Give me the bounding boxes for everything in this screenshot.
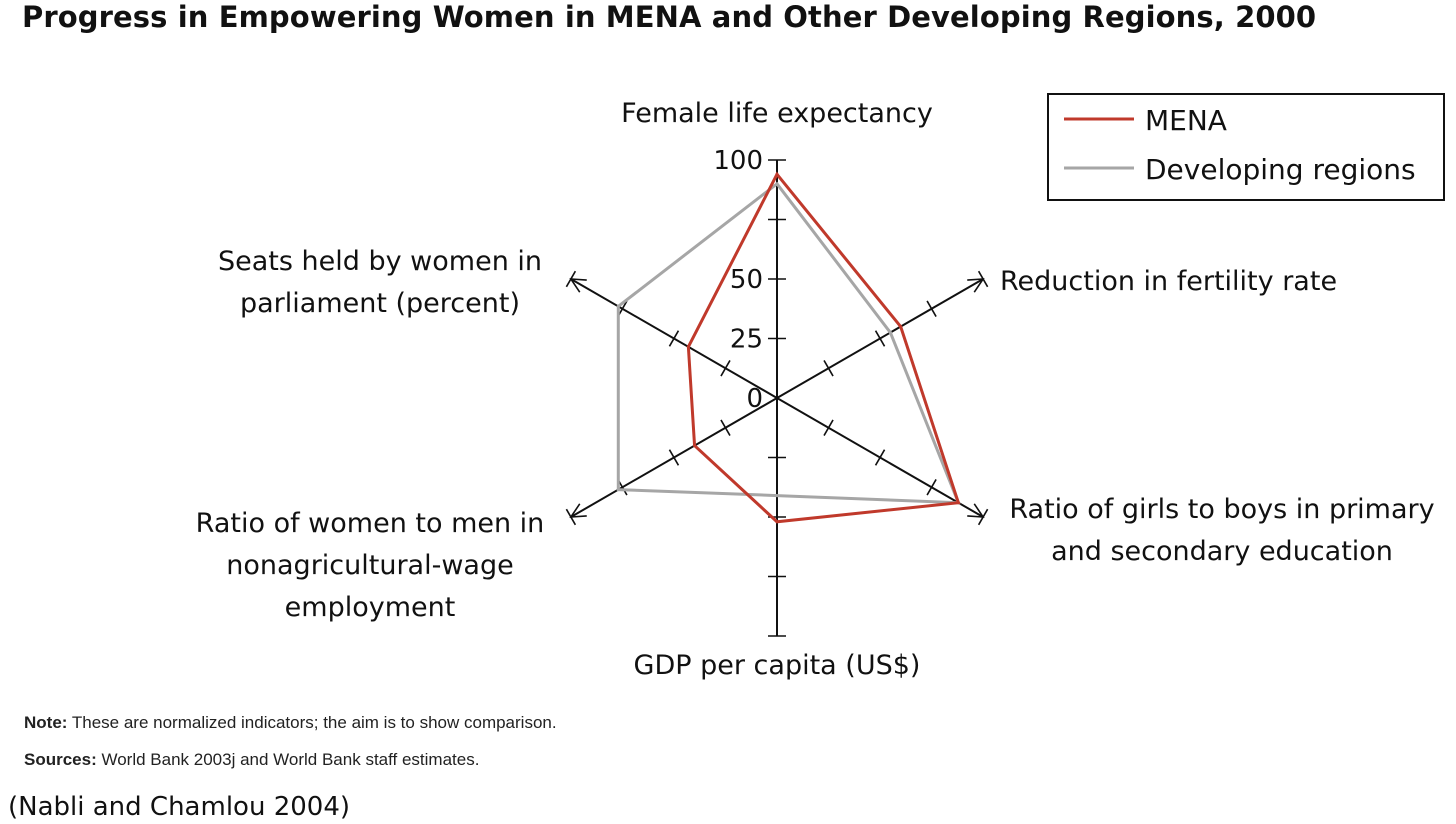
axes-layer bbox=[565, 159, 989, 637]
note-label: Note: bbox=[24, 713, 68, 732]
axis-end-mark bbox=[569, 278, 587, 293]
axis-tick bbox=[926, 300, 937, 317]
tick-label: 100 bbox=[713, 146, 763, 176]
data-point-mena-reduction-in-fertility-rate bbox=[899, 325, 903, 329]
data-point-developing-regions-female-life-expectancy bbox=[775, 182, 779, 186]
axis-label-gdp-per-capita: GDP per capita (US$) bbox=[634, 650, 921, 681]
data-point-mena-ratio-girls-boys-education bbox=[956, 501, 960, 505]
data-point-mena-female-life-expectancy bbox=[775, 172, 779, 176]
legend: MENA Developing regions bbox=[1047, 93, 1445, 201]
citation: (Nabli and Chamlou 2004) bbox=[8, 792, 350, 822]
axis-tick bbox=[668, 330, 680, 347]
axis-label-female-life-expectancy: Female life expectancy bbox=[621, 98, 933, 129]
axis-label-line: nonagricultural-wage bbox=[226, 550, 513, 581]
axis-label-line: Reduction in fertility rate bbox=[1000, 266, 1337, 297]
chart-sources: Sources: World Bank 2003j and World Bank… bbox=[24, 750, 479, 770]
series-line-mena bbox=[686, 171, 961, 524]
axis-end-mark bbox=[967, 278, 985, 293]
axis-tick bbox=[874, 449, 886, 466]
legend-box bbox=[1047, 93, 1445, 201]
axis-tick bbox=[926, 479, 937, 496]
axis-tick bbox=[823, 360, 834, 377]
data-point-mena-gdp-per-capita bbox=[775, 520, 779, 524]
note-text: These are normalized indicators; the aim… bbox=[67, 713, 557, 732]
axis-label-line: GDP per capita (US$) bbox=[634, 650, 921, 681]
axis-label-line: Ratio of girls to boys in primary bbox=[1009, 494, 1434, 525]
axis-label-line: parliament (percent) bbox=[240, 288, 520, 319]
axis-end-mark bbox=[967, 503, 985, 518]
tick-label: 0 bbox=[746, 384, 763, 414]
chart-title: Progress in Empowering Women in MENA and… bbox=[22, 0, 1317, 34]
axis-label-line: Female life expectancy bbox=[621, 98, 933, 129]
axis-tick bbox=[823, 419, 834, 436]
axis-label-ratio-girls-boys-education: Ratio of girls to boys in primary and sec… bbox=[1009, 494, 1434, 567]
tick-label: 50 bbox=[730, 265, 763, 295]
axis-label-seats-held-by-women: Seats held by women in parliament (percen… bbox=[218, 246, 542, 319]
data-point-developing-regions-gdp-per-capita bbox=[775, 494, 779, 498]
axis-tick bbox=[720, 419, 731, 436]
axis-label-reduction-in-fertility-rate: Reduction in fertility rate bbox=[1000, 266, 1337, 297]
series-layer bbox=[616, 171, 961, 524]
axis-label-line: employment bbox=[285, 592, 456, 623]
axis-labels-layer: 0 25 50 100 Female life expectancy Reduction … bbox=[196, 98, 1435, 681]
radar-chart: 0 25 50 100 Female life expectancy Reduction … bbox=[196, 93, 1445, 681]
axis-end-mark bbox=[569, 503, 587, 518]
axis-label-line: and secondary education bbox=[1051, 536, 1393, 567]
axis-tick bbox=[874, 330, 886, 347]
axis-label-line: Seats held by women in bbox=[218, 246, 542, 277]
tick-label: 25 bbox=[730, 325, 763, 355]
data-point-mena-ratio-women-men-employment bbox=[693, 444, 697, 448]
data-point-developing-regions-seats-held-by-women bbox=[616, 304, 620, 308]
chart-note: Note: These are normalized indicators; t… bbox=[24, 713, 557, 733]
data-point-mena-seats-held-by-women bbox=[686, 345, 690, 349]
axis-label-ratio-women-men-employment: Ratio of women to men in nonagricultural-… bbox=[196, 508, 545, 623]
axis-label-line: Ratio of women to men in bbox=[196, 508, 545, 539]
data-point-developing-regions-ratio-women-men-employment bbox=[616, 488, 620, 492]
sources-text: World Bank 2003j and World Bank staff es… bbox=[96, 750, 480, 769]
axis-tick bbox=[720, 360, 731, 377]
axis-tick bbox=[668, 449, 680, 466]
sources-label: Sources: bbox=[24, 750, 97, 769]
legend-label-mena: MENA bbox=[1145, 104, 1227, 137]
legend-label-developing-regions: Developing regions bbox=[1145, 153, 1416, 186]
data-point-developing-regions-reduction-in-fertility-rate bbox=[888, 331, 892, 335]
